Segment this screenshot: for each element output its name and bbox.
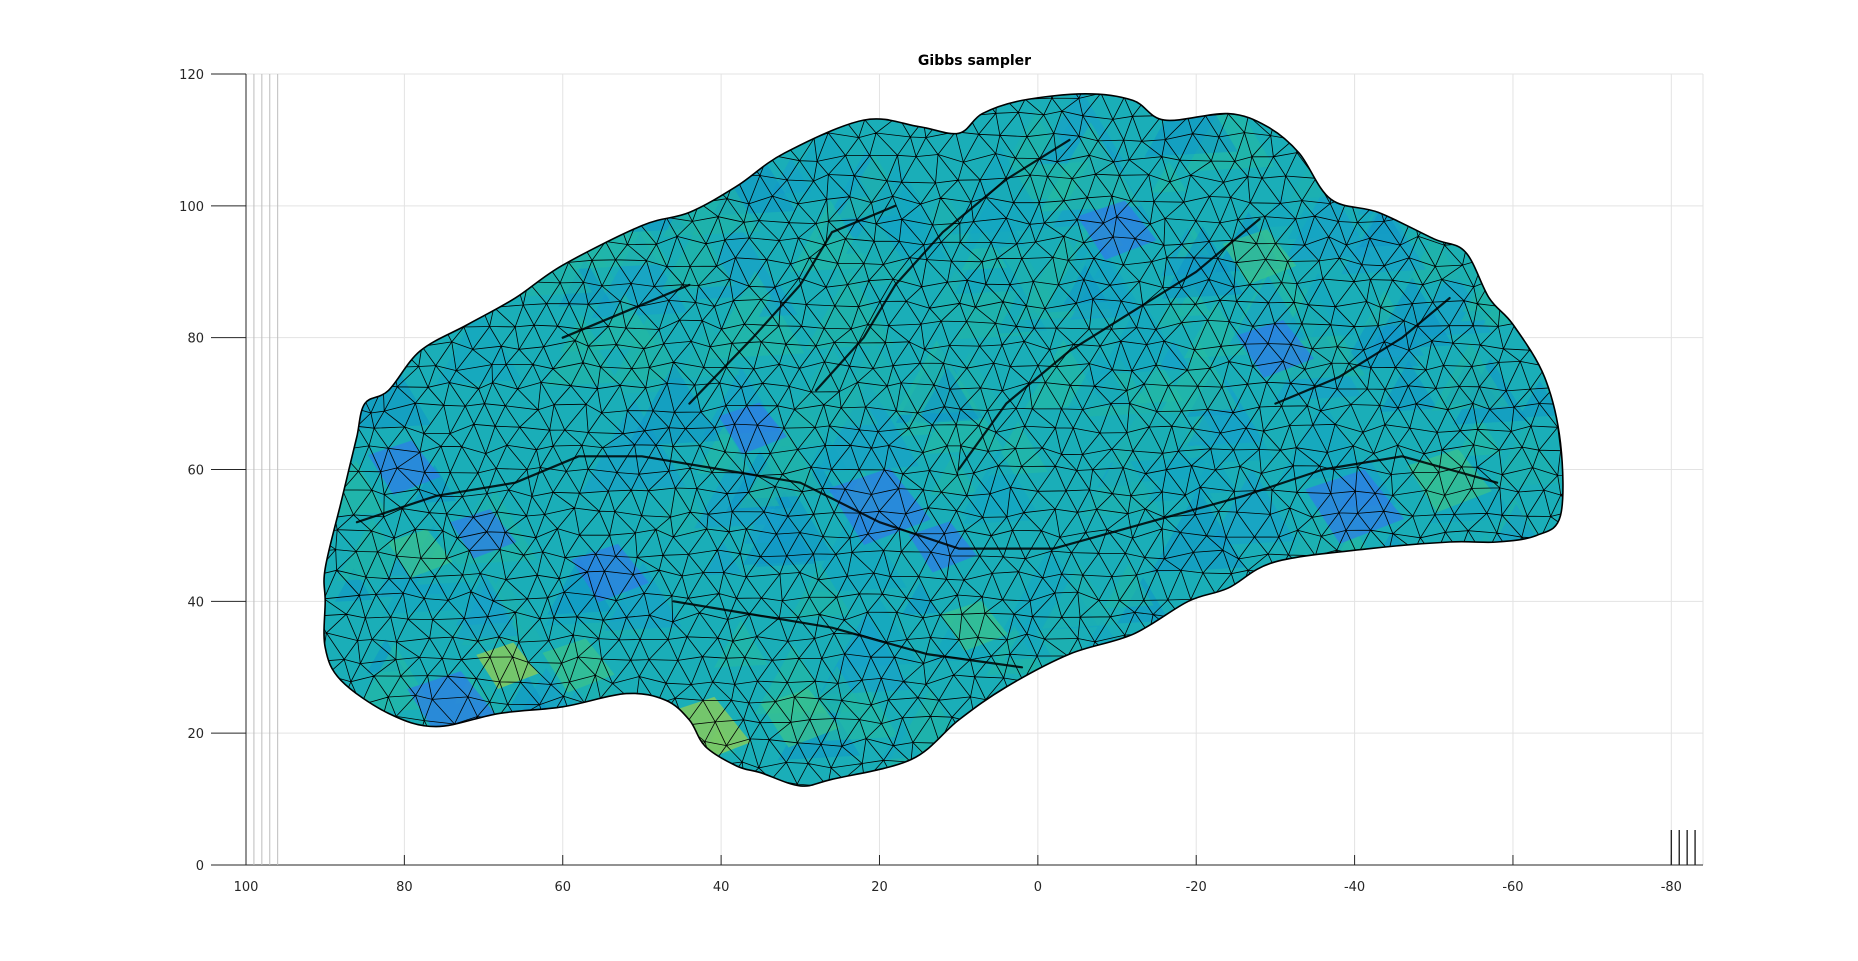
surface-patch (1371, 277, 1453, 350)
surface-patch (1157, 340, 1191, 371)
surface-hotspot (450, 509, 517, 559)
x-tick-labels: 100 80 60 40 20 0 -20 -40 -60 -80 (234, 880, 1682, 895)
surface-hotspot (571, 543, 650, 603)
y-tick-label: 60 (187, 464, 204, 479)
surface-patch (1518, 380, 1561, 418)
surface-patch (704, 541, 742, 576)
surface-patch (334, 568, 373, 602)
x-tick-label: 0 (1034, 880, 1042, 895)
surface-patch (1156, 295, 1192, 327)
surface-patch (705, 270, 805, 359)
surface-patch (780, 121, 871, 202)
surface-patch (611, 317, 684, 382)
x-tick-label: -80 (1661, 880, 1682, 895)
y-tick-label: 100 (179, 200, 204, 215)
surface-patch (835, 341, 914, 411)
y-tick-label: 0 (196, 859, 204, 874)
surface-patch (755, 513, 817, 567)
surface-patch (1278, 401, 1369, 481)
surface-patch (627, 363, 721, 446)
surface-patch (758, 282, 798, 317)
x-tick-label: -20 (1186, 880, 1207, 895)
y-tick-label: 80 (187, 332, 204, 347)
surface-patch (1160, 343, 1240, 414)
y-tick-labels: 0 20 40 60 80 100 120 (179, 68, 204, 874)
surface-patch (1040, 122, 1142, 212)
chart-title: Gibbs sampler (918, 53, 1031, 69)
surface-patch (1012, 104, 1066, 153)
surface-patch (661, 225, 735, 290)
x-tick-label: -60 (1502, 880, 1523, 895)
surface-patch (819, 612, 912, 695)
x-tick-label: -40 (1344, 880, 1365, 895)
surface-patch (1151, 161, 1187, 193)
surface-patch (1174, 284, 1212, 317)
surface-patch (547, 557, 612, 615)
surface-patch (1109, 378, 1205, 463)
surface-patch (336, 517, 409, 582)
x-tick-label: 20 (871, 880, 888, 895)
surface-patch (805, 271, 894, 350)
surface-patch (1431, 342, 1509, 411)
surface-hotspot (761, 688, 840, 748)
surface-patch (951, 147, 1050, 235)
surface-patch (961, 448, 1037, 516)
y-tick-label: 40 (187, 595, 204, 610)
y-tick-label: 20 (187, 727, 204, 742)
x-tick-label: 100 (234, 880, 259, 895)
surface-patch (806, 504, 907, 594)
x-tick-label: 60 (554, 880, 571, 895)
surface-patch (1063, 265, 1108, 305)
surface-patch (1082, 447, 1161, 517)
surface-patch (961, 229, 1008, 271)
surface-patch (817, 381, 919, 472)
x-tick-label: 40 (713, 880, 730, 895)
x-tick-label: 80 (396, 880, 413, 895)
surface-patch (1135, 360, 1184, 404)
surface-patch (1067, 351, 1132, 409)
surface-patch (1287, 207, 1324, 240)
surface-patch (1456, 415, 1503, 457)
tick-marks (211, 73, 1696, 866)
surface-patch (604, 562, 682, 631)
y-tick-label: 120 (179, 68, 204, 83)
surface-patch (901, 582, 939, 615)
surface-patch (829, 210, 916, 288)
surface-hotspot (828, 467, 931, 545)
surface-patch (435, 308, 523, 385)
surface-patch (995, 287, 1048, 334)
surface-patch (455, 573, 515, 626)
